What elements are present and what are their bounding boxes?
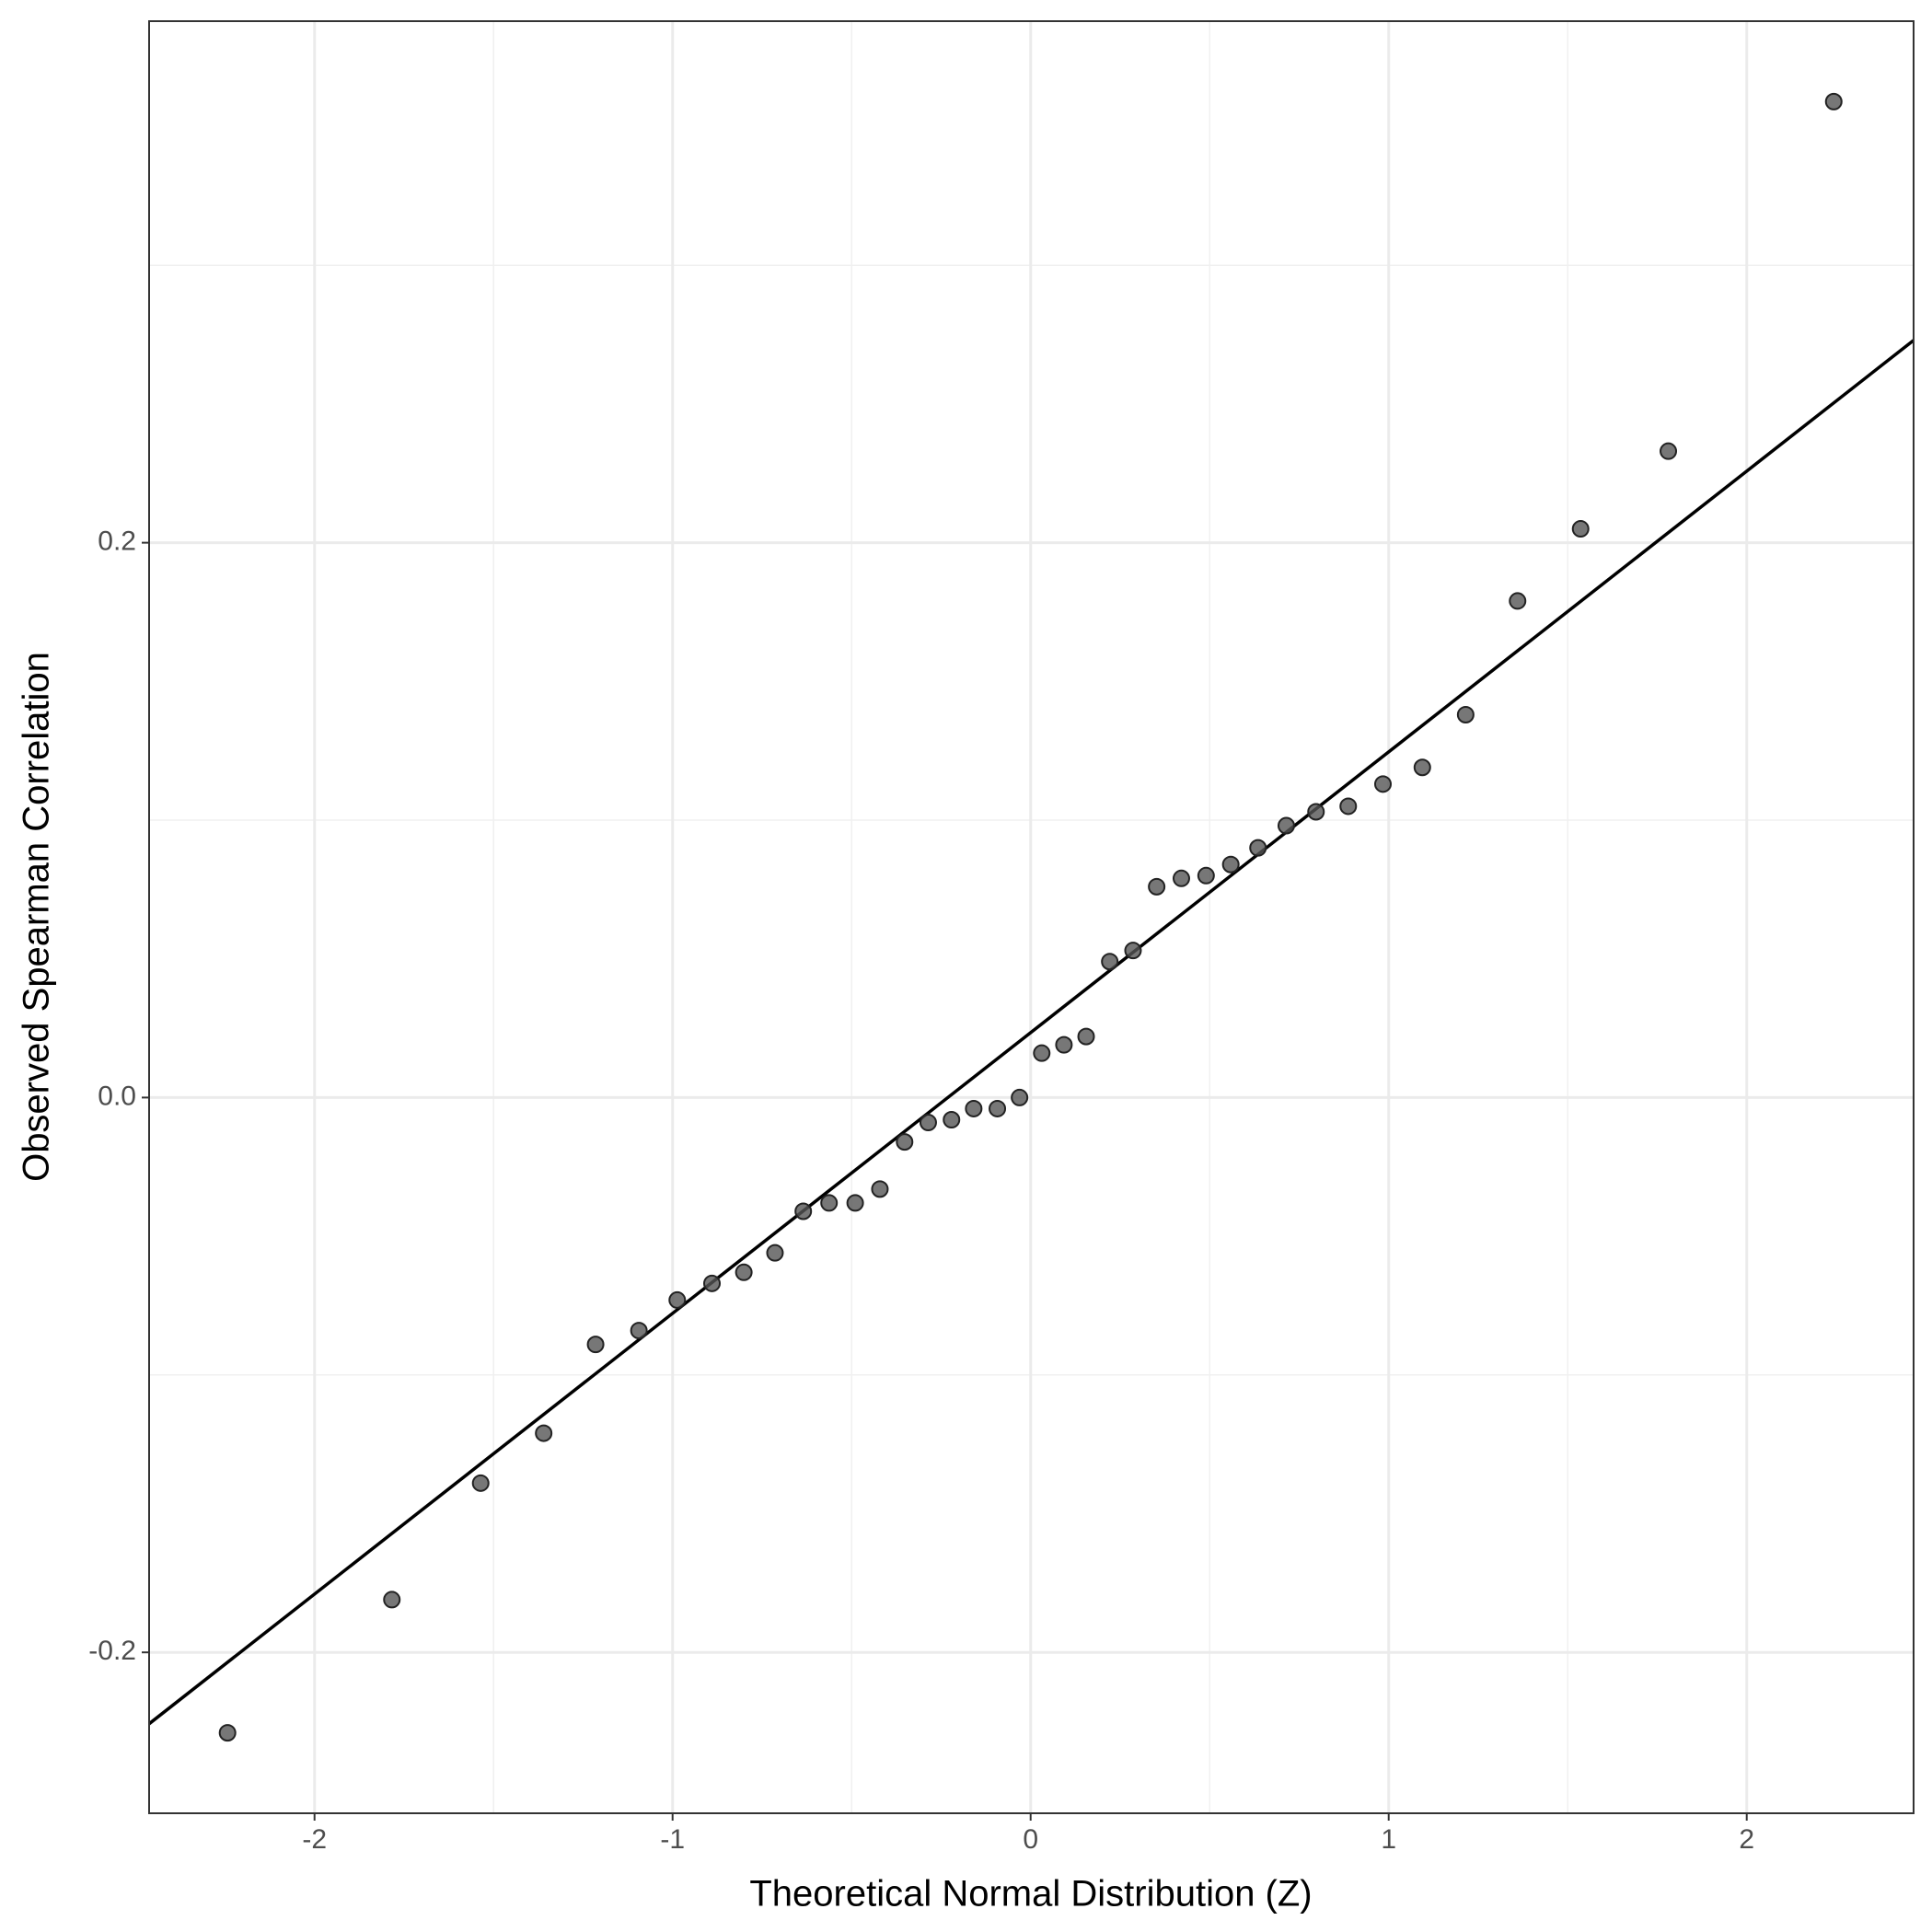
point <box>703 1274 722 1292</box>
point <box>1413 758 1431 777</box>
point <box>1124 942 1142 960</box>
point <box>871 1180 889 1198</box>
point <box>471 1474 490 1492</box>
point <box>919 1114 937 1132</box>
x-tick-label: -1 <box>660 1824 685 1855</box>
point <box>1307 803 1325 821</box>
point <box>1055 1035 1073 1054</box>
point <box>766 1244 784 1262</box>
x-tick-label: -2 <box>302 1824 327 1855</box>
point <box>630 1322 648 1340</box>
x-axis-label: Theoretical Normal Distribution (Z) <box>749 1874 1312 1915</box>
point <box>1339 797 1358 816</box>
x-tick-label: 2 <box>1739 1824 1754 1855</box>
point <box>943 1111 961 1129</box>
point <box>1249 839 1267 857</box>
point <box>1373 775 1392 793</box>
point <box>1033 1044 1051 1062</box>
point <box>1277 816 1295 835</box>
point <box>896 1133 914 1151</box>
point <box>735 1263 753 1281</box>
point <box>218 1724 237 1742</box>
point <box>989 1099 1007 1117</box>
y-axis-label: Observed Spearman Correlation <box>17 652 57 1182</box>
point <box>535 1424 553 1442</box>
plot-border <box>148 20 1915 1814</box>
point <box>1509 592 1527 610</box>
y-tick-label: 0.2 <box>98 526 136 557</box>
point <box>586 1336 605 1354</box>
point <box>1571 520 1590 538</box>
y-tick-label: -0.2 <box>88 1636 136 1666</box>
point <box>1660 442 1678 460</box>
point <box>1077 1027 1095 1046</box>
x-tick-label: 1 <box>1381 1824 1396 1855</box>
y-tick-label: 0.0 <box>98 1081 136 1111</box>
point <box>1148 877 1166 896</box>
point <box>1172 869 1190 887</box>
point <box>1011 1088 1029 1106</box>
point <box>1456 705 1475 723</box>
point <box>965 1099 983 1117</box>
point <box>383 1591 401 1609</box>
point <box>846 1194 864 1212</box>
point <box>794 1202 813 1221</box>
point <box>668 1290 687 1309</box>
point <box>1824 92 1843 110</box>
point <box>1101 953 1119 971</box>
point <box>1221 855 1240 873</box>
reference-line <box>147 339 1915 1726</box>
x-tick-label: 0 <box>1023 1824 1038 1855</box>
point <box>820 1194 839 1212</box>
point <box>1197 866 1215 885</box>
